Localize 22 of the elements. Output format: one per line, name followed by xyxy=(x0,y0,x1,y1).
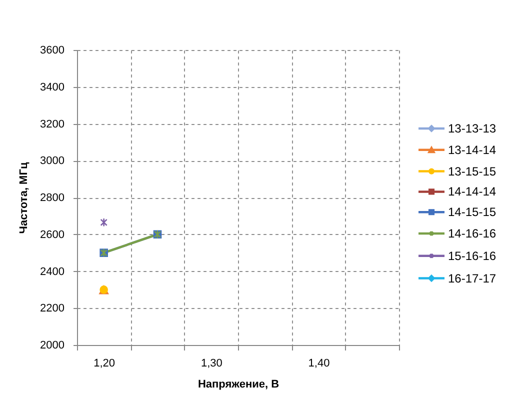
x-tick-label: 1,20 xyxy=(94,358,116,370)
x-tick-label: 1,40 xyxy=(308,358,330,370)
y-tick-label: 3000 xyxy=(40,155,64,168)
legend-label: 14-14-14 xyxy=(448,184,496,199)
y-tick-label: 2000 xyxy=(40,340,64,352)
legend-label: 13-13-13 xyxy=(448,122,496,136)
legend-label: 15-16-16 xyxy=(448,248,496,263)
y-tick-label: 3200 xyxy=(40,118,64,130)
y-tick-label: 3400 xyxy=(40,81,64,94)
legend-label: 14-15-15 xyxy=(448,205,496,220)
y-axis-title: Частота, МГц xyxy=(18,162,30,234)
legend-label: 14-16-16 xyxy=(448,226,496,240)
y-tick-label: 2800 xyxy=(40,192,64,204)
legend-label: 16-17-17 xyxy=(448,271,496,286)
x-tick-label: 1,30 xyxy=(200,358,222,370)
y-tick-label: 2400 xyxy=(40,266,64,278)
y-tick-label: 3600 xyxy=(40,44,64,56)
legend-label: 13-15-15 xyxy=(448,164,496,178)
x-axis-title: Напряжение, В xyxy=(198,378,280,390)
legend-label: 13-14-14 xyxy=(448,142,496,157)
y-tick-label: 2200 xyxy=(40,302,64,315)
y-tick-label: 2600 xyxy=(40,228,64,241)
